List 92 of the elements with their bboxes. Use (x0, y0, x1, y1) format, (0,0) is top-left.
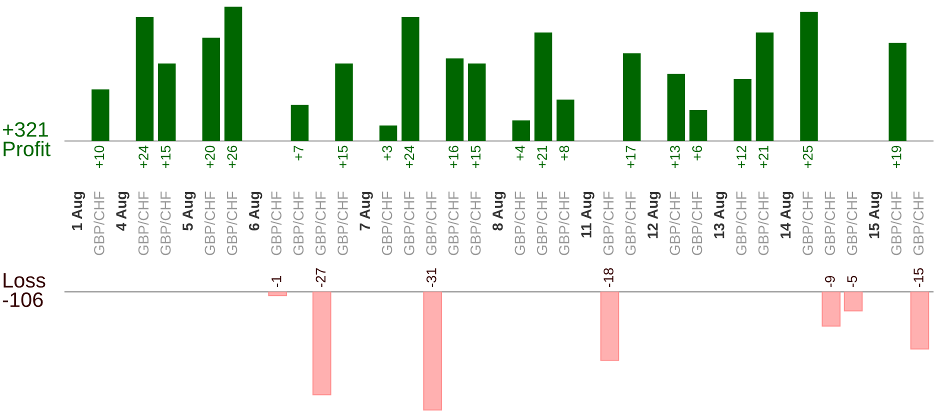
data-label: +21 (758, 146, 768, 168)
x-tick-label: GBP/CHF (514, 192, 526, 256)
data-label: +24 (404, 146, 414, 168)
data-label: -5 (847, 276, 858, 288)
text: +321 (3, 122, 48, 137)
x-tick-label: GBP/CHF (691, 192, 702, 256)
bar (136, 17, 154, 141)
data-label: +19 (891, 146, 902, 168)
data-label: +3 (382, 146, 392, 160)
data-label: +6 (692, 146, 702, 160)
data-label: -31 (426, 268, 436, 288)
bar (468, 64, 486, 141)
x-tick-label: 4 Aug (116, 192, 130, 231)
y-axis-title: Loss (4, 273, 46, 288)
x-tick-label: GBP/CHF (912, 192, 924, 256)
data-label: +12 (736, 146, 746, 168)
y-axis-title: Profit (4, 141, 50, 156)
x-tick-label: GBP/CHF (94, 192, 104, 256)
x-tick-label: 11 Aug (581, 192, 594, 238)
bar (446, 58, 464, 141)
x-tick-label: GBP/CHF (669, 192, 680, 256)
data-label: -18 (604, 268, 614, 288)
bar (92, 89, 110, 141)
x-tick-label: GBP/CHF (204, 192, 216, 256)
x-tick-label: GBP/CHF (602, 192, 614, 256)
x-tick-label: GBP/CHF (470, 192, 481, 256)
x-tick-label: GBP/CHF (138, 192, 149, 256)
x-tick-label: GBP/CHF (381, 192, 392, 256)
bar (623, 53, 641, 141)
data-label: +10 (94, 146, 104, 168)
data-label: +7 (294, 146, 304, 160)
x-tick-label: GBP/CHF (824, 192, 836, 256)
x-tick-label: GBP/CHF (558, 192, 570, 256)
x-tick-label: GBP/CHF (292, 192, 304, 256)
bar (556, 100, 574, 141)
data-label: +21 (537, 146, 547, 168)
x-tick-label: GBP/CHF (846, 192, 858, 256)
x-tick-label: 8 Aug (492, 192, 506, 230)
bar (290, 104, 309, 141)
data-label: +24 (138, 146, 148, 168)
data-label: +4 (515, 146, 525, 160)
data-label: +25 (802, 146, 813, 168)
x-tick-label: GBP/CHF (337, 192, 348, 256)
bar (888, 42, 906, 141)
bar (158, 64, 176, 141)
x-tick-label: GBP/CHF (448, 192, 459, 256)
data-label: +15 (470, 146, 481, 168)
bar (202, 38, 220, 141)
x-tick-label: GBP/CHF (758, 192, 769, 256)
data-label: +20 (205, 146, 215, 168)
x-tick-label: GBP/CHF (270, 192, 282, 256)
bar (335, 64, 353, 141)
x-tick-label: GBP/CHF (404, 192, 414, 256)
text: -106 (2, 292, 43, 308)
bar (512, 120, 530, 141)
data-label: -15 (914, 268, 924, 288)
bar (402, 17, 420, 141)
data-label: +13 (670, 146, 680, 168)
bar (667, 74, 685, 141)
bar (800, 12, 818, 141)
data-label: -9 (825, 276, 835, 288)
data-label: +16 (448, 146, 458, 168)
bar (689, 110, 708, 141)
x-tick-label: GBP/CHF (802, 192, 813, 256)
data-label: -27 (316, 268, 326, 288)
bar (756, 32, 774, 141)
x-tick-label: GBP/CHF (426, 192, 436, 256)
bar (379, 126, 398, 141)
data-label: -1 (272, 276, 282, 288)
bar (224, 6, 242, 141)
x-tick-label: 12 Aug (648, 192, 661, 238)
data-label: +17 (626, 146, 636, 168)
x-tick-label: 7 Aug (360, 192, 373, 230)
x-tick-label: 13 Aug (714, 192, 728, 238)
data-label: +15 (160, 146, 171, 168)
x-tick-label: 6 Aug (248, 192, 262, 230)
x-tick-label: 14 Aug (780, 192, 794, 238)
bar (534, 32, 552, 141)
data-label: +8 (559, 146, 570, 160)
x-tick-label: GBP/CHF (536, 192, 548, 256)
x-tick-label: GBP/CHF (736, 192, 746, 256)
x-tick-label: GBP/CHF (890, 192, 902, 256)
x-tick-label: GBP/CHF (226, 192, 238, 256)
x-tick-label: GBP/CHF (315, 192, 326, 256)
x-tick-label: 15 Aug (869, 192, 882, 238)
bar (734, 79, 752, 141)
data-label: +26 (227, 146, 238, 168)
x-tick-label: GBP/CHF (160, 192, 171, 256)
x-tick-label: GBP/CHF (625, 192, 636, 256)
x-tick-label: 1 Aug (72, 192, 86, 230)
x-tick-label: 5 Aug (182, 192, 196, 231)
data-label: +15 (338, 146, 348, 168)
